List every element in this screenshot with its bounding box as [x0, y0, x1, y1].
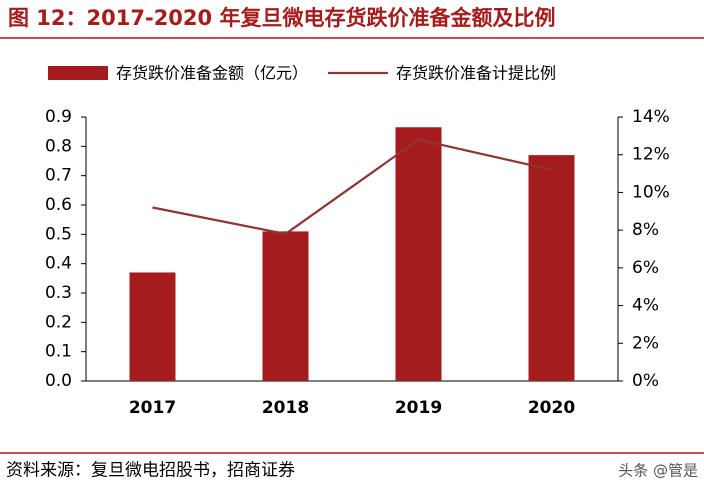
y2-tick-label: 14% — [632, 107, 670, 127]
bar — [262, 231, 309, 381]
y-tick-label: 0.4 — [45, 254, 72, 274]
y-tick-label: 0.5 — [45, 224, 72, 244]
x-tick-label: 2018 — [262, 398, 309, 418]
x-tick-label: 2019 — [395, 398, 442, 418]
y2-tick-label: 2% — [632, 333, 659, 353]
legend-label: 存货跌价准备计提比例 — [396, 64, 556, 83]
legend-label: 存货跌价准备金额（亿元） — [116, 64, 308, 83]
source: 资料来源：复旦微电招股书，招商证券 — [6, 461, 295, 481]
bar — [395, 127, 442, 382]
bar — [528, 155, 575, 381]
y2-tick-label: 12% — [632, 145, 670, 165]
y2-tick-label: 6% — [632, 258, 659, 278]
y2-tick-label: 8% — [632, 220, 659, 240]
y2-tick-label: 4% — [632, 296, 659, 316]
y-tick-label: 0.9 — [45, 107, 72, 127]
chart-title: 图 12：2017-2020 年复旦微电存货跌价准备金额及比例 — [8, 6, 555, 30]
legend-swatch — [48, 66, 108, 80]
y-tick-label: 0.6 — [45, 195, 72, 215]
x-tick-label: 2020 — [528, 398, 575, 418]
y-tick-label: 0.2 — [45, 312, 72, 332]
y-tick-label: 0.1 — [45, 342, 72, 362]
y2-tick-label: 0% — [632, 371, 659, 391]
bar — [129, 272, 176, 381]
y-tick-label: 0.8 — [45, 136, 72, 156]
watermark: 头条 @管是 — [618, 462, 698, 480]
y2-tick-label: 10% — [632, 182, 670, 202]
y-tick-label: 0.3 — [45, 283, 72, 303]
y-tick-label: 0.0 — [45, 371, 72, 391]
line — [152, 138, 552, 236]
y-tick-label: 0.7 — [45, 166, 72, 186]
x-tick-label: 2017 — [129, 398, 176, 418]
